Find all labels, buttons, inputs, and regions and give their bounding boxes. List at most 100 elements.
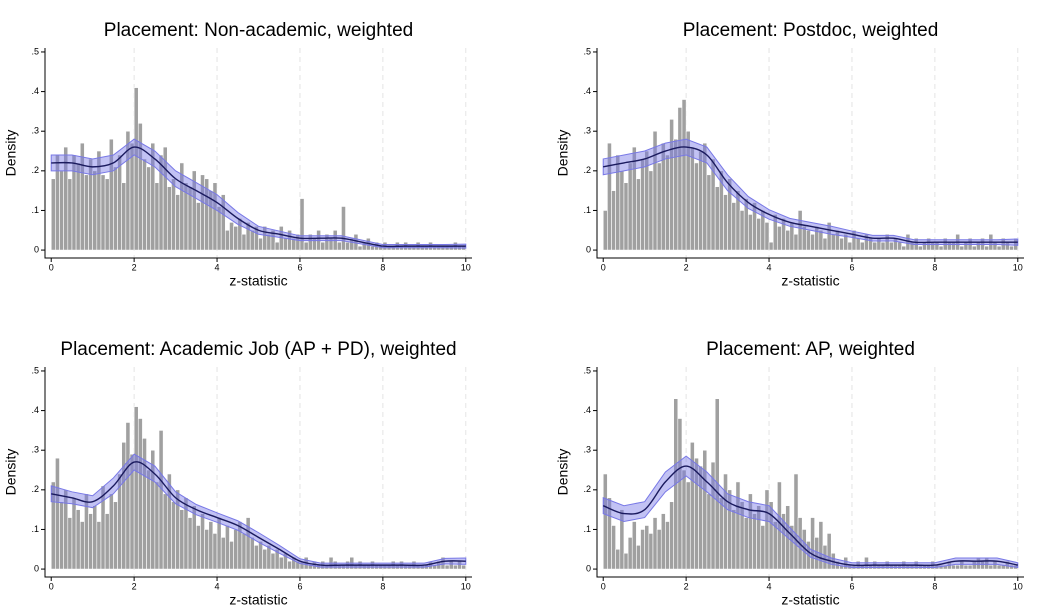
x-axis-label: z-statistic: [229, 592, 287, 608]
histogram-bar: [847, 241, 853, 251]
histogram-bar: [685, 481, 691, 570]
histogram-bar: [370, 245, 375, 251]
histogram-bar: [200, 513, 205, 570]
histogram-bar: [897, 241, 903, 251]
histogram-bar: [154, 182, 160, 251]
histogram-bar: [258, 541, 263, 570]
histogram-bar: [287, 560, 292, 570]
histogram-bar: [723, 473, 728, 570]
histogram-bar: [797, 210, 803, 251]
histogram-bar: [830, 233, 836, 251]
x-tick-label: 4: [215, 262, 220, 272]
histogram-bar: [270, 552, 276, 570]
histogram-bar: [171, 178, 176, 251]
histogram-bar: [129, 142, 135, 251]
histogram-bar: [714, 186, 720, 251]
histogram-bar: [75, 162, 81, 251]
histogram-bar: [677, 107, 683, 251]
histogram-bar: [615, 548, 621, 570]
histogram-bar: [752, 513, 757, 570]
histogram-bar: [714, 398, 720, 570]
histogram-bar: [901, 245, 907, 251]
histogram-bar: [681, 99, 687, 251]
histogram-bar: [689, 146, 695, 251]
histogram-bar: [764, 222, 770, 251]
y-tick-label: .2: [31, 484, 39, 494]
histogram-bar: [158, 430, 164, 570]
confidence-band: [50, 138, 467, 249]
axes: [596, 367, 1024, 578]
histogram-bar: [179, 509, 185, 570]
panel-title: Placement: Postdoc, weighted: [683, 20, 939, 41]
y-tick-label: .5: [31, 46, 39, 56]
y-axis-label: Density: [555, 130, 571, 177]
histogram-bar: [938, 245, 944, 251]
histogram-bar: [258, 237, 263, 251]
histogram-bar: [59, 170, 64, 251]
histogram-bar: [175, 194, 181, 251]
x-tick-label: 10: [1013, 262, 1023, 272]
histogram-bar: [133, 87, 139, 251]
histogram-bar: [806, 229, 811, 251]
density-line: [51, 146, 466, 248]
histogram-bar: [191, 505, 197, 570]
histogram-bar: [843, 556, 849, 570]
histogram-bar: [320, 241, 326, 251]
x-tick-label: 10: [1013, 581, 1023, 591]
histogram-bar: [84, 174, 89, 251]
histogram-bar: [818, 229, 824, 251]
histogram-bar: [270, 229, 276, 251]
y-axis-label: Density: [3, 449, 19, 496]
histogram-bar: [619, 509, 625, 570]
histogram-bar: [748, 214, 753, 251]
histogram-bar: [117, 154, 122, 251]
histogram-bar: [208, 521, 214, 570]
histogram-bar: [996, 245, 1002, 251]
histogram-bar: [706, 493, 712, 570]
histogram-bar: [810, 517, 815, 570]
axes: [44, 48, 472, 259]
histogram-bar: [951, 564, 956, 570]
y-tick-label: .5: [31, 365, 39, 375]
histogram-bar: [826, 533, 832, 570]
confidence-band: [50, 453, 467, 568]
histogram-bar: [669, 119, 674, 251]
histogram-bar: [739, 210, 745, 251]
histogram-bar: [694, 162, 699, 251]
histogram-bar: [133, 406, 139, 570]
histogram-bar: [121, 182, 127, 251]
x-tick-label: 10: [461, 262, 471, 272]
histogram-bar: [75, 509, 81, 570]
histogram-bar: [104, 513, 110, 570]
histogram-bar: [636, 545, 641, 570]
x-axis-label: z-statistic: [781, 592, 839, 608]
histogram-bar: [640, 158, 645, 251]
histogram-bar: [453, 564, 458, 570]
y-tick-label: 0: [34, 244, 39, 254]
y-tick-label: .2: [31, 165, 39, 175]
histogram-bar: [681, 469, 687, 570]
y-tick-label: .1: [583, 524, 591, 534]
x-tick-label: 2: [684, 262, 689, 272]
panel: Placement: Postdoc, weighted z-statistic D…: [555, 20, 1024, 289]
histogram-bar: [731, 202, 737, 251]
histogram-bar: [216, 517, 222, 570]
y-tick-label: .3: [583, 126, 591, 136]
histogram-bar: [839, 237, 844, 251]
x-tick-label: 8: [380, 581, 385, 591]
histogram-bar: [220, 537, 226, 570]
histogram-bar: [706, 174, 712, 251]
histogram-bar: [171, 501, 176, 570]
histogram-bar: [631, 521, 637, 570]
x-tick-label: 0: [601, 262, 606, 272]
histogram-bar: [996, 564, 1002, 570]
histogram-bar: [204, 529, 210, 570]
y-tick-label: .3: [31, 126, 39, 136]
histogram-bar: [357, 245, 363, 251]
confidence-band: [602, 138, 1019, 246]
histogram-bar: [254, 545, 259, 570]
y-tick-label: .2: [583, 484, 591, 494]
histogram-bar: [220, 194, 226, 251]
x-tick-label: 10: [461, 581, 471, 591]
histogram-bar: [440, 556, 446, 570]
